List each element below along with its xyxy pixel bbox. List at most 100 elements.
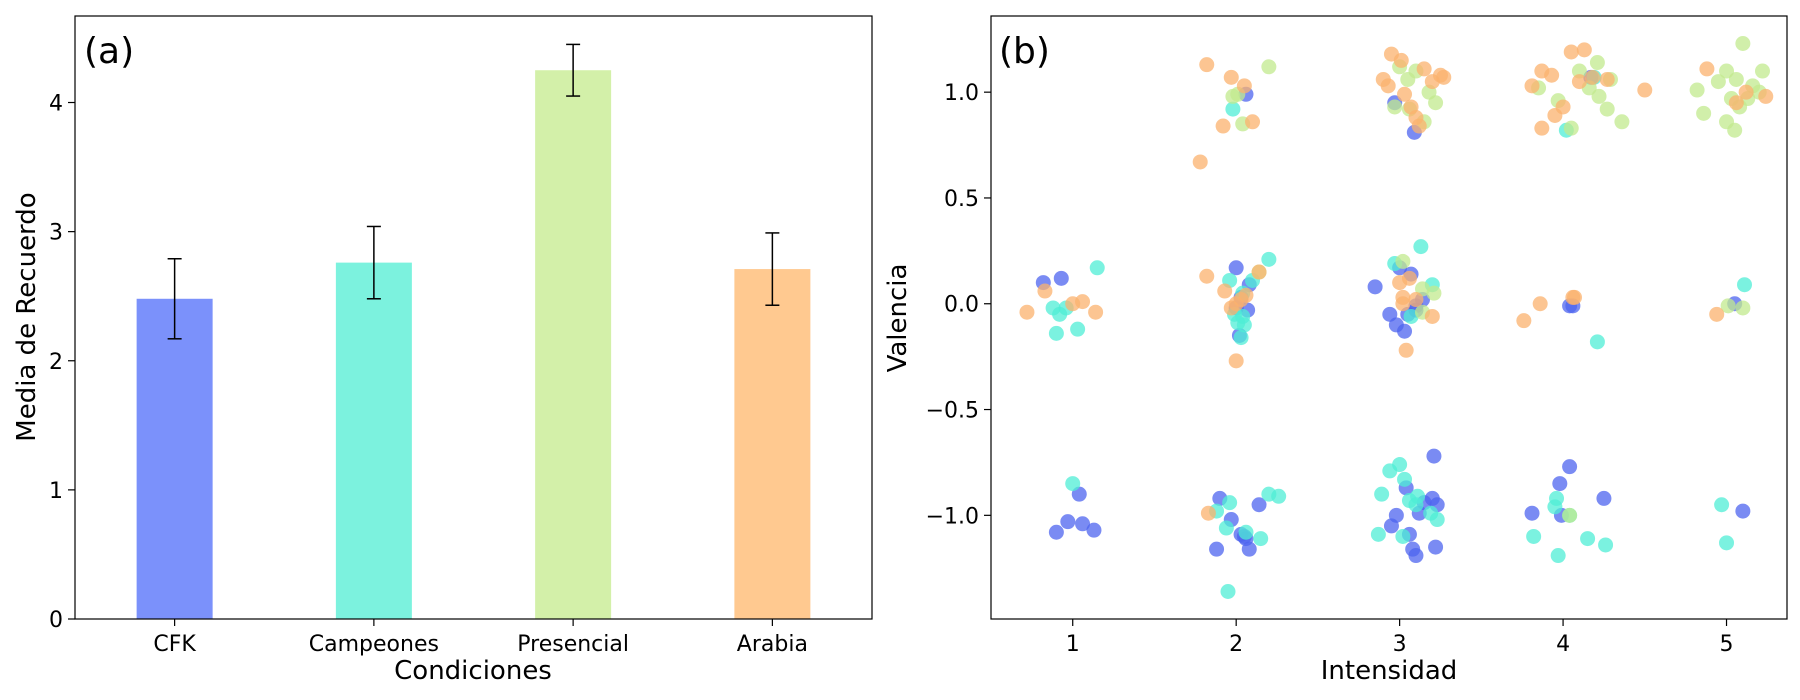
scatter-point <box>1392 457 1408 473</box>
scatter-point <box>1370 526 1386 542</box>
scatter-point <box>1225 101 1241 117</box>
scatter-point <box>1019 304 1035 320</box>
scatter-point <box>1223 69 1239 85</box>
scatter-point <box>1532 296 1548 312</box>
scatter-point <box>1233 330 1249 346</box>
scatter-plot-x-axis-label: Intensidad <box>1321 656 1458 686</box>
scatter-point <box>1228 260 1244 276</box>
scatter-point <box>1380 78 1396 94</box>
y-tick-label: 0.0 <box>944 293 979 318</box>
scatter-point <box>1238 524 1254 540</box>
bar-chart-y-ticks: 0 1 2 3 4 <box>49 92 75 633</box>
scatter-plot-panel-label: (b) <box>999 31 1050 72</box>
scatter-point <box>1403 308 1419 324</box>
x-tick-label: 5 <box>1720 632 1734 657</box>
bar <box>335 262 412 619</box>
scatter-point <box>1261 59 1277 75</box>
scatter-point <box>1397 323 1413 339</box>
scatter-point <box>1428 539 1444 555</box>
scatter-point <box>1596 490 1612 506</box>
scatter-point <box>1614 114 1630 130</box>
y-tick-label: −0.5 <box>926 399 979 424</box>
scatter-point <box>1397 471 1413 487</box>
scatter-point <box>1065 476 1081 492</box>
scatter-plot-y-ticks: −1.0 −0.5 0.0 0.5 1.0 <box>926 81 991 529</box>
scatter-point <box>1089 260 1105 276</box>
scatter-point <box>1416 61 1432 77</box>
scatter-point <box>1599 101 1615 117</box>
scatter-point <box>1562 459 1578 475</box>
scatter-point <box>1426 285 1442 301</box>
scatter-point <box>1261 251 1277 267</box>
scatter-point <box>1271 488 1287 504</box>
x-tick-label: Campeones <box>309 632 439 657</box>
x-tick-label: CFK <box>153 632 196 657</box>
scatter-point <box>1758 88 1774 104</box>
scatter-point <box>1215 118 1231 134</box>
scatter-point <box>1411 118 1427 134</box>
bar-chart-y-axis-label: Media de Recuerdo <box>12 192 42 441</box>
scatter-point <box>1571 63 1587 79</box>
x-tick-label: 1 <box>1066 632 1080 657</box>
bar-chart-panel: 0 1 2 3 4 CFK Campeones Presencial Arabia (a) C… <box>12 15 873 686</box>
y-tick-label: 0.5 <box>944 187 979 212</box>
scatter-point <box>1238 287 1254 303</box>
scatter-point <box>1563 120 1579 136</box>
scatter-point <box>1719 535 1735 551</box>
scatter-point <box>1222 495 1238 511</box>
scatter-point <box>1555 99 1571 115</box>
scatter-point <box>1534 120 1550 136</box>
scatter-point <box>1524 505 1540 521</box>
scatter-point <box>1075 516 1091 532</box>
scatter-point <box>1584 69 1600 85</box>
scatter-point <box>1392 275 1408 291</box>
y-tick-label: 1.0 <box>944 81 979 106</box>
scatter-point <box>1516 313 1532 329</box>
scatter-point <box>1598 537 1614 553</box>
scatter-point <box>1689 82 1705 98</box>
scatter-point <box>1426 448 1442 464</box>
scatter-point <box>1408 548 1424 564</box>
bar-chart-x-ticks: CFK Campeones Presencial Arabia <box>153 619 808 657</box>
scatter-point <box>1728 95 1744 111</box>
scatter-point <box>1070 321 1086 337</box>
scatter-point <box>1048 524 1064 540</box>
scatter-point <box>1735 503 1751 519</box>
scatter-point <box>1387 99 1403 115</box>
scatter-point <box>1526 528 1542 544</box>
scatter-point <box>1241 541 1257 557</box>
scatter-point <box>1428 95 1444 111</box>
bar-chart-x-axis-label: Condiciones <box>394 656 552 686</box>
scatter-point <box>1737 277 1753 293</box>
x-tick-label: 2 <box>1229 632 1243 657</box>
scatter-point <box>1053 270 1069 286</box>
scatter-point <box>1395 528 1411 544</box>
y-tick-label: 2 <box>49 350 63 375</box>
scatter-point <box>1754 63 1770 79</box>
scatter-point <box>1236 317 1252 333</box>
scatter-point <box>1563 44 1579 60</box>
scatter-point <box>1037 283 1053 299</box>
x-tick-label: 3 <box>1393 632 1407 657</box>
bar <box>136 298 213 619</box>
scatter-point <box>1245 114 1261 130</box>
scatter-point <box>1735 36 1751 52</box>
x-tick-label: Presencial <box>517 632 629 657</box>
scatter-point <box>1589 55 1605 71</box>
scatter-point <box>1728 71 1744 87</box>
scatter-point <box>1591 88 1607 104</box>
scatter-plot-x-ticks: 1 2 3 4 5 <box>1066 619 1734 657</box>
scatter-point <box>1714 497 1730 513</box>
scatter-point <box>1236 78 1252 94</box>
scatter-point <box>1393 52 1409 68</box>
scatter-point <box>1576 42 1592 58</box>
scatter-point <box>1580 531 1596 547</box>
scatter-point <box>1374 486 1390 502</box>
scatter-point <box>1710 74 1726 90</box>
scatter-point <box>1388 507 1404 523</box>
scatter-point <box>1253 531 1269 547</box>
scatter-point <box>1408 292 1424 308</box>
scatter-point <box>1550 548 1566 564</box>
scatter-point <box>1727 122 1743 138</box>
scatter-point <box>1217 283 1233 299</box>
